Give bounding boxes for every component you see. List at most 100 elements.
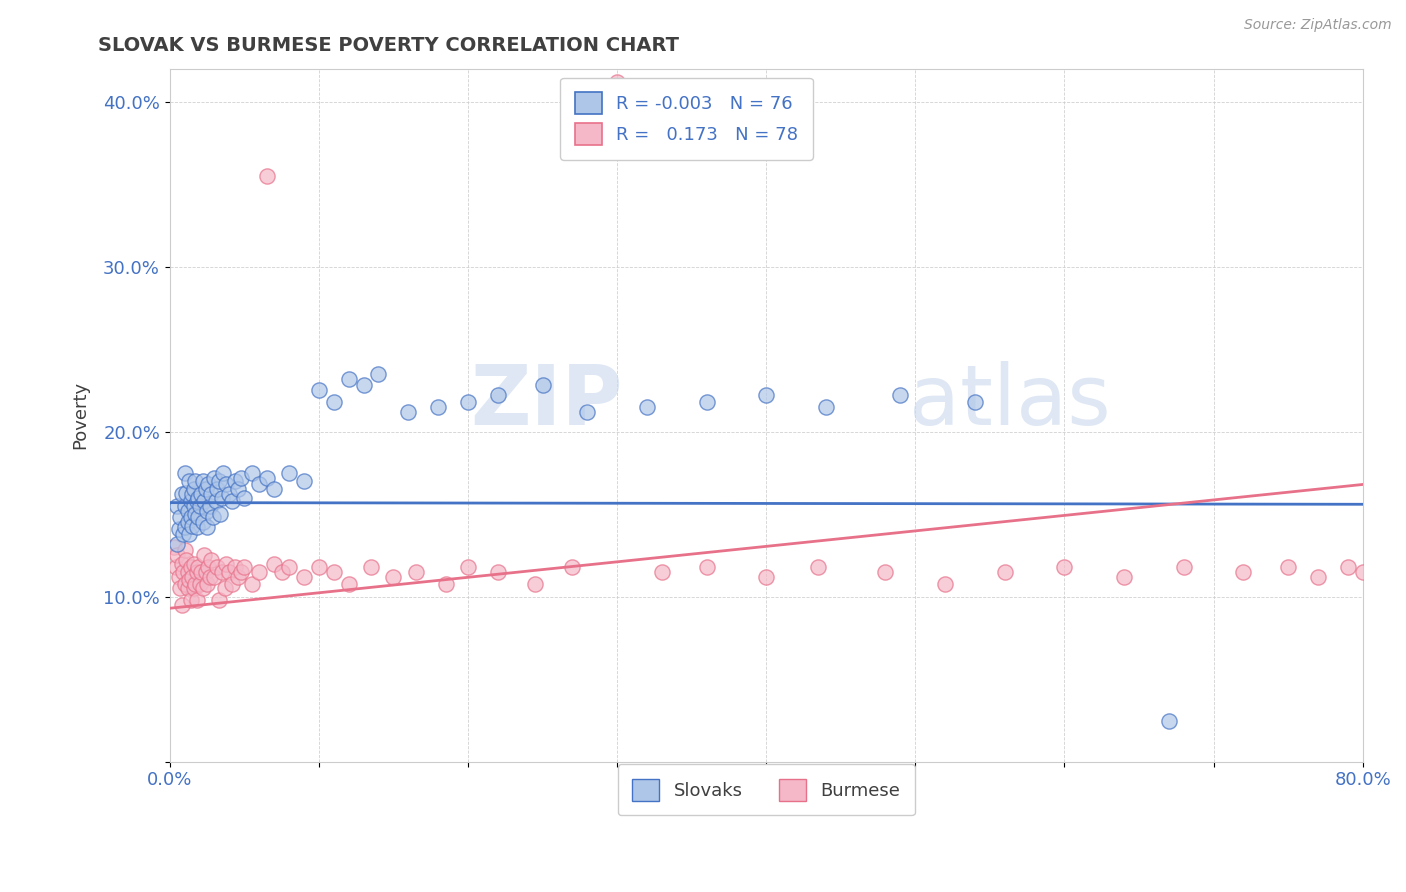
Point bbox=[292, 570, 315, 584]
Point bbox=[434, 576, 457, 591]
Legend: Slovaks, Burmese: Slovaks, Burmese bbox=[617, 764, 915, 815]
Point bbox=[215, 477, 238, 491]
Point bbox=[195, 576, 218, 591]
Point bbox=[167, 522, 190, 536]
Point bbox=[204, 471, 226, 485]
Point bbox=[247, 565, 270, 579]
Point bbox=[184, 507, 207, 521]
Point bbox=[1157, 714, 1180, 728]
Point bbox=[221, 494, 243, 508]
Point bbox=[231, 471, 253, 485]
Point bbox=[1112, 570, 1135, 584]
Point bbox=[179, 474, 201, 488]
Point bbox=[181, 518, 204, 533]
Point bbox=[606, 75, 628, 89]
Point bbox=[263, 557, 285, 571]
Point bbox=[360, 560, 382, 574]
Point bbox=[166, 537, 188, 551]
Point bbox=[180, 510, 202, 524]
Point bbox=[1306, 570, 1329, 584]
Point bbox=[382, 570, 405, 584]
Point bbox=[180, 560, 202, 574]
Point bbox=[165, 560, 187, 574]
Point bbox=[186, 494, 208, 508]
Point bbox=[193, 549, 215, 563]
Point bbox=[198, 499, 221, 513]
Point bbox=[183, 499, 205, 513]
Point bbox=[170, 487, 193, 501]
Point bbox=[212, 466, 235, 480]
Point bbox=[215, 557, 238, 571]
Point bbox=[1351, 565, 1374, 579]
Point bbox=[201, 510, 224, 524]
Point bbox=[170, 557, 193, 571]
Point bbox=[576, 405, 599, 419]
Text: atlas: atlas bbox=[910, 360, 1111, 442]
Point bbox=[224, 560, 246, 574]
Point bbox=[278, 560, 301, 574]
Point bbox=[173, 466, 195, 480]
Point bbox=[195, 520, 218, 534]
Point bbox=[180, 593, 202, 607]
Point bbox=[197, 560, 219, 574]
Point bbox=[934, 576, 956, 591]
Point bbox=[256, 169, 278, 183]
Point bbox=[184, 576, 207, 591]
Point bbox=[221, 576, 243, 591]
Point bbox=[208, 593, 231, 607]
Point bbox=[651, 565, 673, 579]
Point bbox=[240, 466, 263, 480]
Point bbox=[172, 565, 194, 579]
Point bbox=[186, 520, 208, 534]
Point bbox=[170, 598, 193, 612]
Point bbox=[322, 395, 344, 409]
Point bbox=[187, 491, 209, 505]
Point bbox=[187, 510, 209, 524]
Point bbox=[524, 576, 547, 591]
Point bbox=[486, 388, 509, 402]
Point bbox=[211, 565, 233, 579]
Point bbox=[308, 384, 330, 398]
Point bbox=[218, 487, 240, 501]
Point bbox=[200, 487, 222, 501]
Point bbox=[218, 565, 240, 579]
Point bbox=[191, 516, 214, 530]
Point bbox=[186, 565, 208, 579]
Y-axis label: Poverty: Poverty bbox=[72, 381, 89, 450]
Point bbox=[204, 570, 226, 584]
Point bbox=[1053, 560, 1076, 574]
Point bbox=[247, 477, 270, 491]
Point bbox=[367, 367, 389, 381]
Point bbox=[169, 510, 191, 524]
Point bbox=[270, 565, 292, 579]
Text: Source: ZipAtlas.com: Source: ZipAtlas.com bbox=[1244, 18, 1392, 32]
Point bbox=[197, 477, 219, 491]
Point bbox=[205, 494, 228, 508]
Point bbox=[231, 565, 253, 579]
Point bbox=[176, 582, 198, 596]
Point bbox=[214, 582, 236, 596]
Point bbox=[191, 582, 214, 596]
Point bbox=[174, 485, 197, 500]
Point bbox=[186, 593, 208, 607]
Point bbox=[322, 565, 344, 579]
Point bbox=[889, 388, 911, 402]
Point bbox=[169, 582, 191, 596]
Point bbox=[176, 565, 198, 579]
Point bbox=[963, 395, 986, 409]
Point bbox=[1277, 560, 1299, 574]
Point bbox=[191, 474, 214, 488]
Point bbox=[183, 582, 205, 596]
Point bbox=[1337, 560, 1360, 574]
Point bbox=[308, 560, 330, 574]
Point bbox=[181, 487, 204, 501]
Point bbox=[636, 400, 658, 414]
Point bbox=[337, 576, 360, 591]
Text: ZIP: ZIP bbox=[471, 360, 623, 442]
Point bbox=[176, 516, 198, 530]
Point bbox=[814, 400, 837, 414]
Point bbox=[163, 540, 186, 554]
Point bbox=[755, 570, 778, 584]
Point bbox=[457, 560, 479, 574]
Point bbox=[181, 570, 204, 584]
